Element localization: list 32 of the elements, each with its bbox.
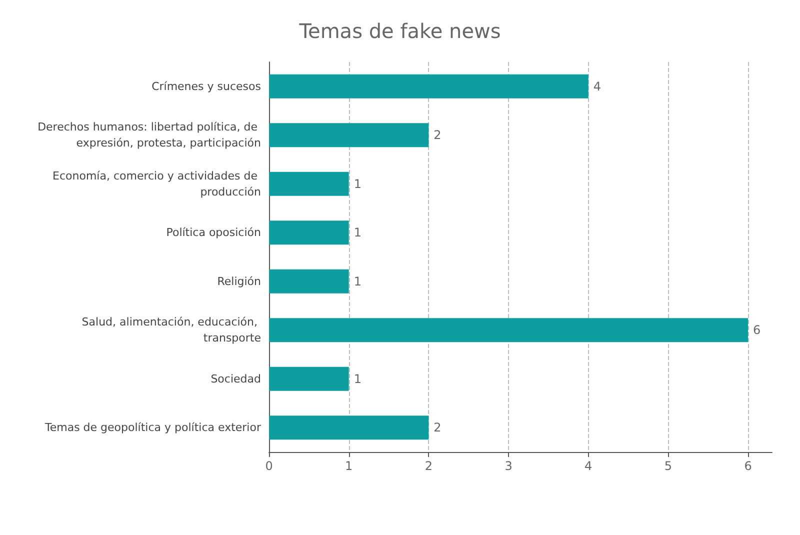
bar: [269, 172, 349, 196]
x-tick-label: 3: [504, 459, 512, 473]
y-tick-label: Salud, alimentación, educación, transporte: [82, 316, 262, 345]
x-tick-label: 2: [424, 459, 433, 473]
data-label: 1: [354, 176, 362, 191]
data-label: 1: [354, 274, 362, 288]
bar: [269, 220, 349, 245]
y-tick-label: Temas de geopolítica y política exterior: [44, 421, 262, 434]
y-tick-label: Crímenes y sucesos: [152, 80, 262, 93]
data-label: 4: [593, 79, 602, 94]
x-tick-label: 0: [265, 459, 273, 473]
data-label: 6: [753, 323, 761, 338]
bar: [269, 416, 429, 440]
chart-title: Temas de fake news: [298, 19, 501, 43]
bar: [269, 318, 748, 342]
data-label: 1: [354, 372, 362, 386]
data-label: 2: [434, 128, 442, 142]
y-tick-label: Sociedad: [210, 372, 261, 386]
y-tick-label: Política oposición: [166, 226, 262, 240]
x-tick-label: 4: [584, 459, 592, 473]
y-tick-label: Derechos humanos: libertad política, de expresión, protesta, participación: [38, 120, 262, 150]
x-tick-label: 6: [744, 459, 752, 473]
y-tick-label: Religión: [217, 274, 262, 288]
x-tick-label: 5: [664, 459, 672, 473]
x-tick-label: 1: [345, 459, 353, 473]
bar: [269, 123, 429, 148]
bar: [269, 366, 349, 391]
y-tick-label: Economía, comercio y actividades de producción: [52, 169, 262, 198]
data-label: 2: [434, 420, 442, 435]
bar: [269, 74, 588, 98]
bar: [269, 269, 349, 294]
data-label: 1: [354, 226, 362, 240]
